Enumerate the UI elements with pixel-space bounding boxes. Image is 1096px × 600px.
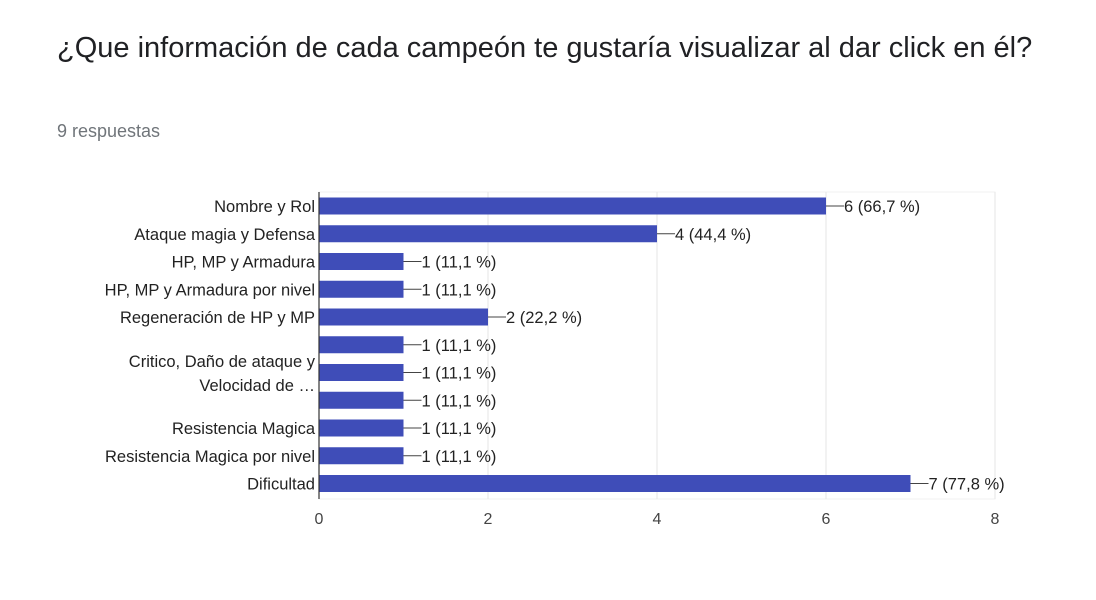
value-label: 4 (44,4 %) (675, 226, 751, 244)
value-label: 1 (11,1 %) (422, 337, 497, 355)
labels: 0 2 4 6 8 6 (66,7 %) 4 (44,4 %) 1 (11,1 %) 1 (11… (105, 198, 1005, 528)
bar (319, 197, 826, 215)
bar (319, 308, 488, 326)
bar (319, 419, 404, 437)
category-label: HP, MP y Armadura (172, 254, 316, 272)
category-label: Regeneración de HP y MP (120, 309, 315, 327)
bars (319, 197, 929, 492)
category-label: Dificultad (247, 476, 315, 494)
value-label: 2 (22,2 %) (506, 309, 582, 327)
bar (319, 364, 404, 381)
value-label: 7 (77,8 %) (929, 476, 1005, 494)
x-tick-label: 6 (822, 511, 831, 528)
question-title: ¿Que información de cada campeón te gust… (57, 32, 1033, 64)
bar (319, 336, 404, 354)
x-tick-label: 8 (991, 511, 1000, 528)
value-label: 1 (11,1 %) (422, 392, 497, 410)
category-label: Critico, Daño de ataque y (129, 353, 316, 371)
value-label: 1 (11,1 %) (422, 420, 497, 438)
bar (319, 225, 657, 243)
value-label: 1 (11,1 %) (422, 281, 497, 299)
bar (319, 280, 404, 298)
x-tick-label: 2 (484, 511, 493, 528)
category-label: Resistencia Magica (172, 420, 316, 438)
x-tick-label: 4 (653, 511, 662, 528)
bar (319, 391, 404, 409)
category-label: Velocidad de … (199, 377, 315, 395)
category-label: HP, MP y Armadura por nivel (105, 281, 315, 299)
value-label: 6 (66,7 %) (844, 198, 920, 216)
value-label: 1 (11,1 %) (422, 254, 497, 272)
value-label: 1 (11,1 %) (422, 448, 497, 466)
bar (319, 447, 404, 465)
bar (319, 253, 404, 270)
grid-lines (487, 192, 996, 499)
response-count: 9 respuestas (57, 121, 161, 141)
x-tick-label: 0 (315, 511, 324, 528)
category-label: Ataque magia y Defensa (134, 226, 316, 244)
category-label: Resistencia Magica por nivel (105, 448, 315, 466)
bar (319, 475, 911, 492)
value-label: 1 (11,1 %) (422, 365, 497, 383)
category-label: Nombre y Rol (214, 198, 315, 216)
